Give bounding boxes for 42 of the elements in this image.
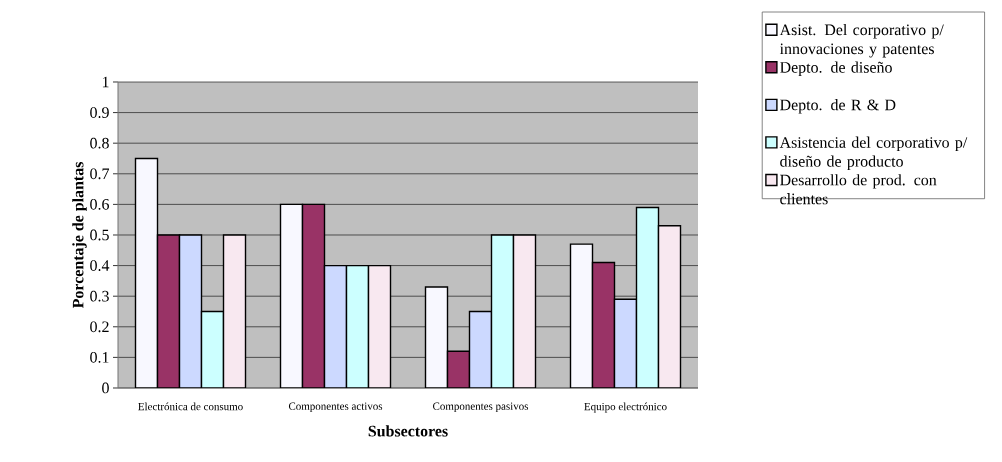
x-tick-label: Componentes activos bbox=[288, 402, 383, 413]
bar bbox=[512, 234, 537, 388]
y-tick-label: 0.1 bbox=[90, 351, 109, 363]
y-tick-label: 0.6 bbox=[90, 198, 110, 210]
y-tick-label: 1 bbox=[102, 76, 109, 88]
bar bbox=[279, 203, 304, 388]
bar bbox=[178, 234, 203, 388]
y-axis-title: Porcentaje de plantas bbox=[72, 162, 87, 309]
legend-label: Depto. de diseño bbox=[780, 61, 892, 76]
y-tick-label: 0.8 bbox=[90, 137, 109, 149]
y-tick-label: 0.2 bbox=[90, 321, 109, 333]
bar bbox=[200, 310, 225, 388]
x-tick-label: Equipo electrónico bbox=[584, 402, 667, 413]
bar bbox=[323, 264, 348, 388]
legend-label: Depto. de R & D bbox=[780, 99, 896, 114]
y-tick-label: 0.3 bbox=[90, 290, 109, 302]
bar bbox=[134, 157, 159, 388]
bar bbox=[468, 310, 493, 388]
bar bbox=[613, 298, 638, 388]
bar bbox=[301, 203, 326, 388]
bar bbox=[490, 234, 515, 388]
bar bbox=[345, 264, 370, 388]
y-tick-label: 0.5 bbox=[90, 229, 109, 241]
y-tick-label: 0.4 bbox=[90, 260, 110, 271]
y-tick-label: 0.7 bbox=[90, 168, 110, 180]
y-tick-label: 0.9 bbox=[90, 107, 109, 118]
bar bbox=[569, 243, 594, 388]
legend-label: Asistencia del corporativo p/ diseño de producto bbox=[779, 136, 968, 170]
bar bbox=[446, 350, 471, 388]
legend-label: Desarrollo de prod. con clientes bbox=[780, 174, 937, 205]
x-axis-title: Subsectores bbox=[368, 425, 448, 437]
bar bbox=[657, 225, 682, 388]
bar bbox=[156, 234, 181, 388]
bar bbox=[635, 206, 660, 388]
bar bbox=[591, 261, 616, 388]
x-tick-label: Componentes pasivos bbox=[433, 402, 529, 413]
bar bbox=[367, 264, 392, 388]
bar bbox=[424, 286, 449, 388]
bar bbox=[222, 234, 247, 388]
x-tick-label: Electrónica de consumo bbox=[138, 402, 243, 411]
legend-label: Asist. Del corporativo p/ innovaciones y patentes bbox=[779, 24, 944, 58]
y-tick-label: 0 bbox=[102, 382, 109, 394]
